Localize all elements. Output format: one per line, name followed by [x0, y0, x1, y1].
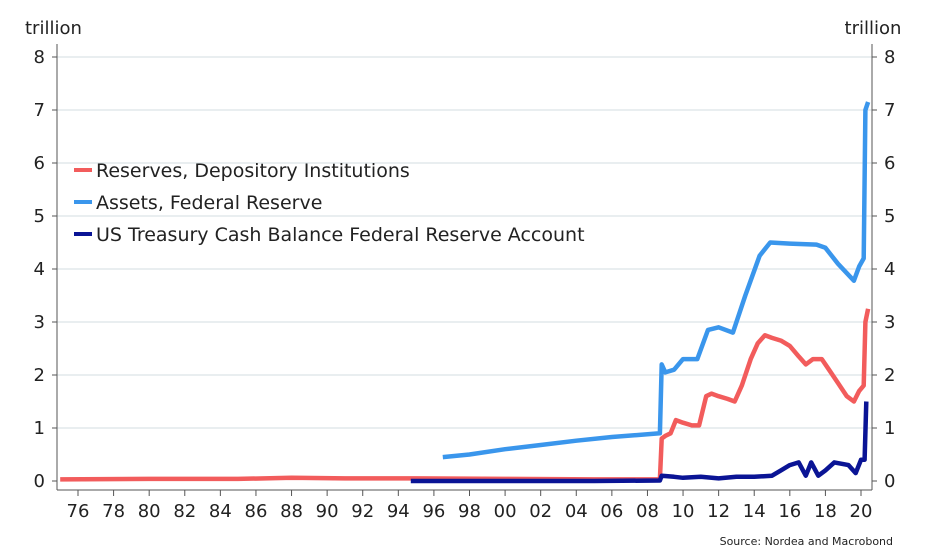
x-tick-label: 86	[245, 501, 268, 522]
y-tick-label-right: 0	[884, 471, 895, 492]
x-tick-label: 20	[850, 501, 873, 522]
series-line-1	[442, 101, 871, 460]
legend-label: Assets, Federal Reserve	[96, 192, 322, 214]
x-tick-label: 16	[778, 501, 801, 522]
legend-label: Reserves, Depository Institutions	[96, 160, 410, 182]
x-tick-label: 84	[209, 501, 232, 522]
x-tick-label: 94	[387, 501, 410, 522]
y-tick-label-left: 3	[34, 312, 45, 333]
y-axis-label-left: trillion	[25, 18, 82, 39]
legend: Reserves, Depository Institutions Assets,…	[74, 160, 585, 246]
y-tick-label-right: 3	[884, 312, 895, 333]
legend-label: US Treasury Cash Balance Federal Reserve…	[96, 224, 585, 246]
x-tick-label: 12	[707, 501, 730, 522]
y-tick-label-right: 7	[884, 100, 895, 121]
y-tick-label-right: 5	[884, 206, 895, 227]
x-tick-label: 00	[494, 501, 517, 522]
x-tick-label: 06	[600, 501, 623, 522]
x-tick-label: 10	[672, 501, 695, 522]
y-tick-label-left: 5	[34, 206, 45, 227]
source-note: Source: Nordea and Macrobond	[720, 535, 893, 548]
y-tick-label-left: 7	[34, 100, 45, 121]
y-tick-label-left: 2	[34, 365, 45, 386]
x-tick-label: 80	[138, 501, 161, 522]
y-tick-label-right: 8	[884, 47, 895, 68]
y-tick-label-left: 1	[34, 418, 45, 439]
x-tick-label: 90	[316, 501, 339, 522]
series-line-2	[410, 401, 869, 484]
x-tick-label: 04	[565, 501, 588, 522]
grid	[57, 56, 872, 429]
y-tick-label-left: 0	[34, 471, 45, 492]
x-tick-label: 92	[351, 501, 374, 522]
y-tick-label-right: 4	[884, 259, 895, 280]
x-tick-label: 82	[173, 501, 196, 522]
x-tick-label: 18	[814, 501, 837, 522]
x-tick-label: 96	[422, 501, 445, 522]
x-tick-label: 02	[529, 501, 552, 522]
y-tick-label-left: 4	[34, 259, 45, 280]
x-tick-label: 14	[743, 501, 766, 522]
y-tick-label-left: 6	[34, 153, 45, 174]
y-tick-label-right: 6	[884, 153, 895, 174]
x-tick-label: 78	[102, 501, 125, 522]
y-axis-label-right: trillion	[845, 18, 902, 39]
x-tick-label: 08	[636, 501, 659, 522]
y-tick-label-right: 1	[884, 418, 895, 439]
x-tick-label: 76	[67, 501, 90, 522]
x-tick-label: 88	[280, 501, 303, 522]
y-tick-label-right: 2	[884, 365, 895, 386]
series-lines	[60, 101, 871, 484]
y-tick-label-left: 8	[34, 47, 45, 68]
axes: 0 01 12 23 34 45 56 67 78 876 78 80 82 84 86 88 90 92 94 96…	[34, 44, 895, 522]
x-tick-label: 98	[458, 501, 481, 522]
